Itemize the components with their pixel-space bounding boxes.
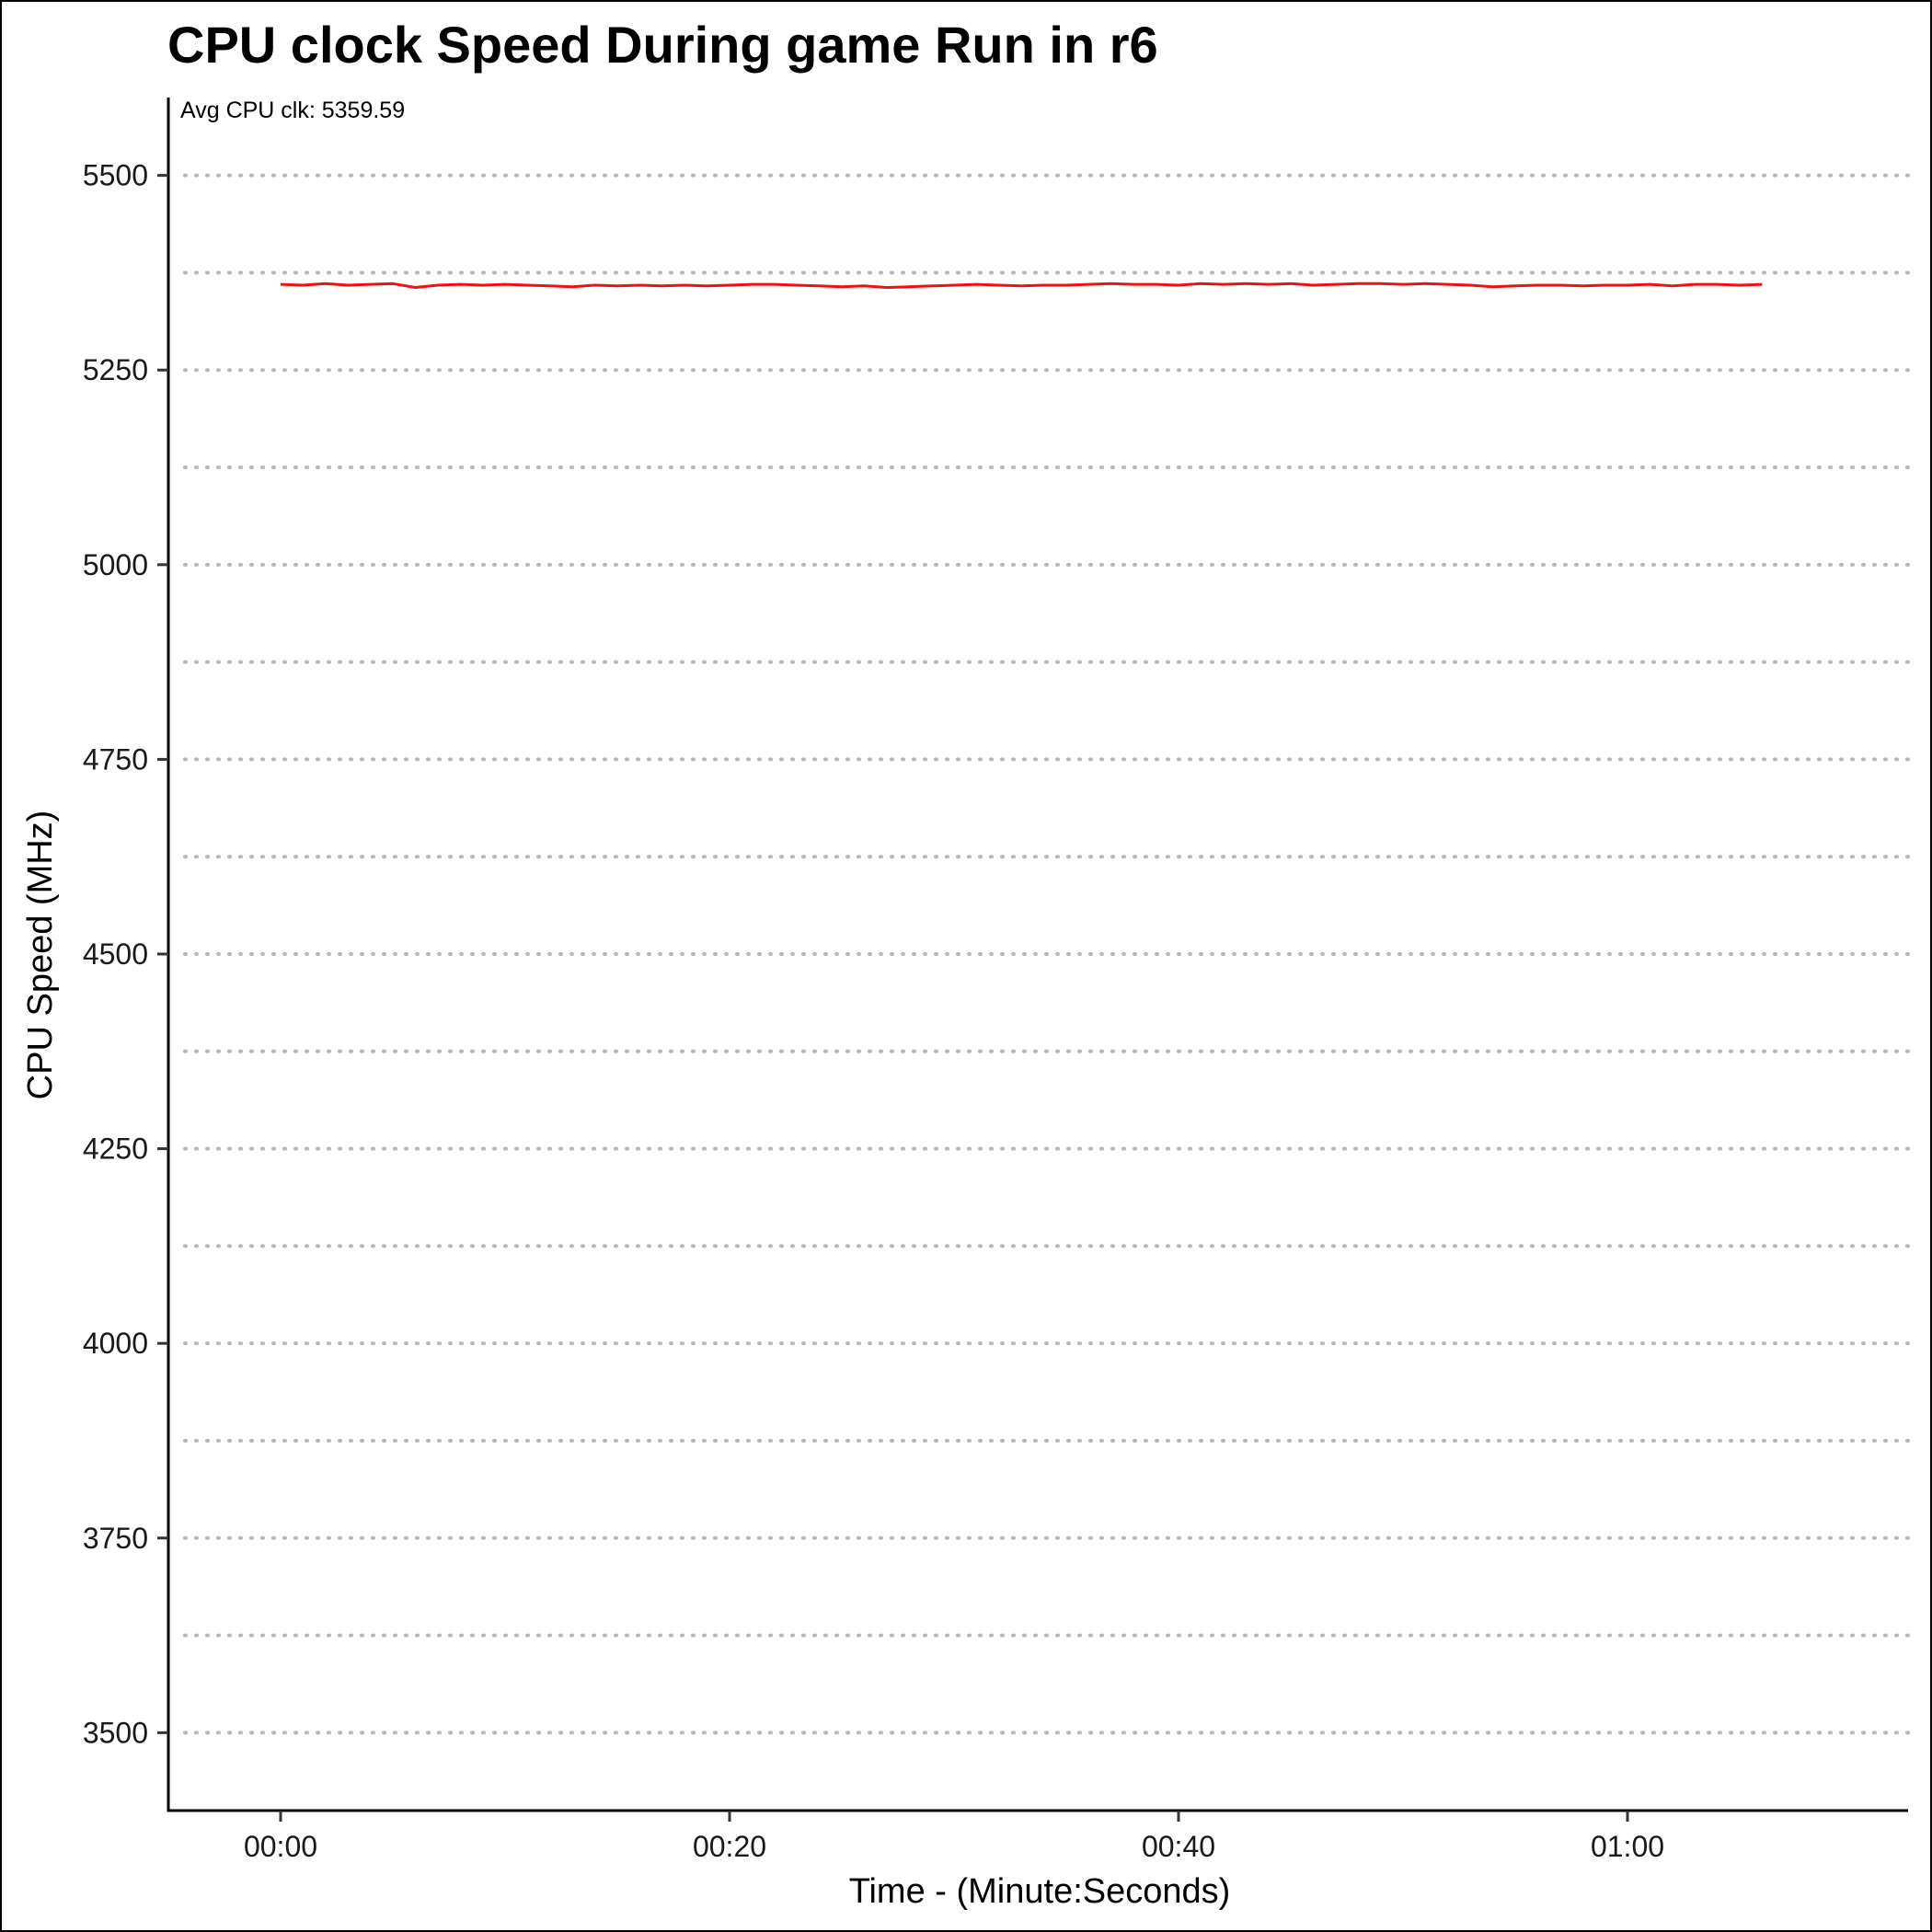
ticks: 3500 3750 4000 4250 4500 4750 5000 5250 5500 00:0… bbox=[83, 159, 1664, 1863]
series-layer bbox=[280, 282, 1763, 289]
y-tick-label-4750: 4750 bbox=[83, 742, 148, 776]
x-axis-title: Time - (Minute:Seconds) bbox=[849, 1872, 1231, 1911]
x-tick-label-00:00: 00:00 bbox=[244, 1830, 317, 1863]
y-tick-label-5250: 5250 bbox=[83, 353, 148, 386]
y-tick-label-3750: 3750 bbox=[83, 1522, 148, 1555]
y-tick-label-4250: 4250 bbox=[83, 1133, 148, 1166]
x-tick-label-00:40: 00:40 bbox=[1142, 1830, 1215, 1863]
chart-title: CPU clock Speed During game Run in r6 bbox=[167, 16, 1158, 74]
y-tick-label-3500: 3500 bbox=[83, 1716, 148, 1749]
gridlines bbox=[183, 173, 1910, 1735]
avg-cpu-annotation: Avg CPU clk: 5359.59 bbox=[180, 98, 405, 123]
y-tick-label-4500: 4500 bbox=[83, 937, 148, 971]
y-tick-label-5500: 5500 bbox=[83, 159, 148, 192]
x-tick-label-01:00: 01:00 bbox=[1591, 1830, 1664, 1863]
y-axis-title: CPU Speed (MHz) bbox=[21, 811, 60, 1100]
y-tick-label-5000: 5000 bbox=[83, 548, 148, 581]
x-tick-label-00:20: 00:20 bbox=[693, 1830, 766, 1863]
series-line-0 bbox=[280, 282, 1763, 289]
y-tick-label-4000: 4000 bbox=[83, 1327, 148, 1360]
